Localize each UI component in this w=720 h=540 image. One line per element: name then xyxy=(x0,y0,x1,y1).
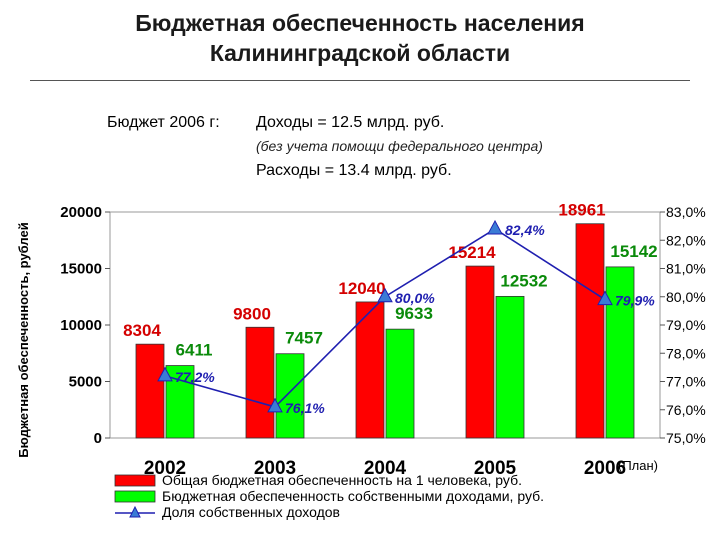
share-point xyxy=(157,366,173,382)
bar-total xyxy=(135,343,165,439)
x-tick-label: 2005 xyxy=(474,458,517,479)
category-note: (План) xyxy=(618,458,658,473)
bar-own-label: 9633 xyxy=(395,304,433,323)
legend-swatch-total xyxy=(114,474,156,487)
share-point xyxy=(267,397,283,413)
bar-total xyxy=(465,265,495,439)
budget-expenses: Расходы = 13.4 млрд. руб. xyxy=(256,162,452,179)
title-line-1: Бюджетная обеспеченность населения xyxy=(135,10,585,36)
bar-own xyxy=(275,353,305,439)
y-tick-label: 20000 xyxy=(60,204,102,221)
y-tick-label: 15000 xyxy=(60,261,102,278)
x-tick-label: 2006 xyxy=(584,458,626,479)
share-point-label: 80,0% xyxy=(395,290,435,306)
bar-own-label: 7457 xyxy=(285,329,323,348)
legend-label-total: Общая бюджетная обеспеченность на 1 чело… xyxy=(162,472,522,488)
y2-tick-label: 75,0% xyxy=(666,430,706,446)
share-point xyxy=(377,287,393,303)
legend-label-own: Бюджетная обеспеченность собственными до… xyxy=(162,488,544,504)
x-tick-label: 2002 xyxy=(144,458,186,479)
share-point-label: 76,1% xyxy=(285,400,325,416)
share-point-label: 82,4% xyxy=(505,222,545,238)
y-tick-label: 0 xyxy=(94,430,102,447)
budget-income: Доходы = 12.5 млрд. руб. xyxy=(256,114,445,131)
bar-total xyxy=(355,301,385,439)
y2-tick-label: 76,0% xyxy=(666,402,706,418)
share-line xyxy=(164,228,606,408)
title-divider xyxy=(30,80,690,81)
budget-label: Бюджет 2006 г: xyxy=(107,114,220,131)
share-point xyxy=(597,290,613,306)
bar-own-label: 6411 xyxy=(176,341,213,360)
y2-tick-label: 82,0% xyxy=(666,232,706,248)
x-tick-label: 2004 xyxy=(364,458,407,479)
share-point-label: 79,9% xyxy=(615,293,655,309)
bar-own xyxy=(495,295,525,439)
legend-label-share: Доля собственных доходов xyxy=(162,504,340,520)
y-axis-label: Бюджетная обеспеченность, рублей xyxy=(16,222,31,457)
bar-total xyxy=(245,326,275,439)
legend-swatch-own xyxy=(114,490,156,503)
bar-own-label: 12532 xyxy=(500,271,547,290)
bar-total-label: 15214 xyxy=(448,243,496,262)
bar-own xyxy=(605,266,635,439)
y2-tick-label: 83,0% xyxy=(666,204,706,220)
bar-total xyxy=(575,223,605,439)
bar-total-label: 9800 xyxy=(233,304,271,323)
share-point-label: 77,2% xyxy=(175,369,215,385)
y-tick-label: 10000 xyxy=(60,317,102,334)
x-tick-label: 2003 xyxy=(254,458,296,479)
bar-total-label: 18961 xyxy=(558,201,605,220)
budget-note: (без учета помощи федерального центра) xyxy=(256,138,543,154)
legend-marker-share xyxy=(129,505,141,518)
title-line-2: Калининградской области xyxy=(209,40,511,66)
bar-total-label: 12040 xyxy=(338,279,385,298)
bar-own xyxy=(385,328,415,439)
y2-tick-label: 77,0% xyxy=(666,374,706,390)
bar-own-label: 15142 xyxy=(610,242,657,261)
y2-tick-label: 80,0% xyxy=(666,289,706,305)
y2-tick-label: 79,0% xyxy=(666,317,706,333)
share-point xyxy=(487,219,503,235)
y2-tick-label: 78,0% xyxy=(666,345,706,361)
y-tick-label: 5000 xyxy=(69,374,102,391)
page-title: Бюджетная обеспеченность населения Калин… xyxy=(0,8,720,68)
y2-tick-label: 81,0% xyxy=(666,261,706,277)
bar-total-label: 8304 xyxy=(123,321,161,340)
